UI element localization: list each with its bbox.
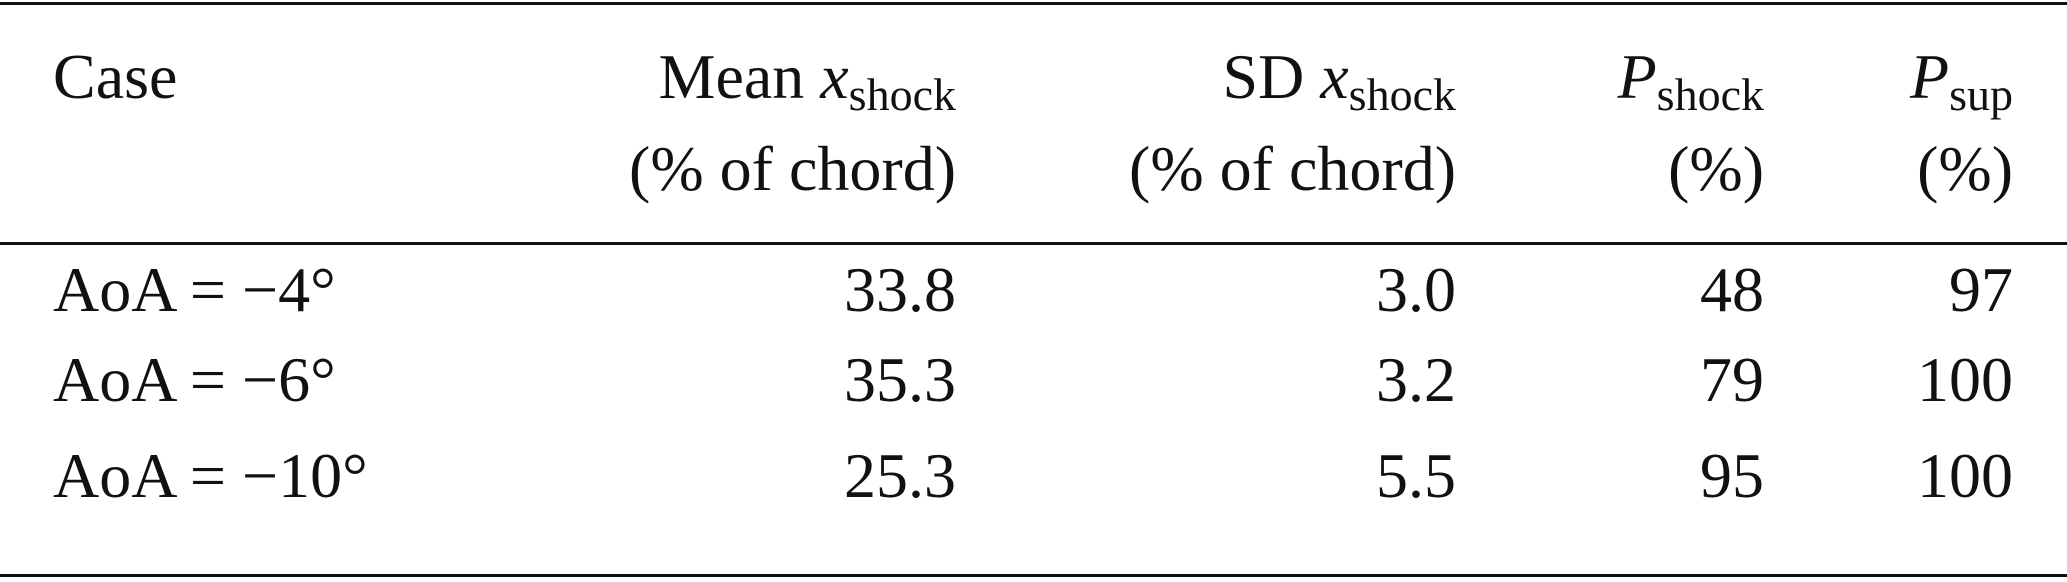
table-value: 97 xyxy=(1949,254,2013,325)
row-label: AoA = −4° xyxy=(53,254,336,325)
header-cell: Mean xshock xyxy=(659,45,956,118)
header-cell: Psup xyxy=(1910,45,2013,118)
row-label: AoA = −10° xyxy=(53,440,368,511)
header-rule xyxy=(0,242,2067,245)
header-cell: SD xshock xyxy=(1222,45,1456,118)
header-subscript: shock xyxy=(848,69,956,120)
table-value: 100 xyxy=(1917,344,2013,415)
bottom-rule xyxy=(0,574,2067,577)
header-unit: (% of chord) xyxy=(629,133,956,204)
table-value: 48 xyxy=(1700,254,1764,325)
header-subscript: sup xyxy=(1949,69,2013,120)
header-symbol: P xyxy=(1910,41,1950,112)
header-unit: (%) xyxy=(1917,133,2013,204)
header-symbol: x xyxy=(820,41,849,112)
table-value: 79 xyxy=(1700,344,1764,415)
table-value: 25.3 xyxy=(844,440,956,511)
table-value: 95 xyxy=(1700,440,1764,511)
header-symbol: x xyxy=(1320,41,1349,112)
header-symbol: P xyxy=(1617,41,1657,112)
row-label: AoA = −6° xyxy=(53,344,336,415)
table-value: 35.3 xyxy=(844,344,956,415)
header-subscript: shock xyxy=(1348,69,1456,120)
header-unit: (%) xyxy=(1668,133,1764,204)
header-prefix: Mean xyxy=(658,41,821,112)
top-rule xyxy=(0,2,2067,5)
table-value: 100 xyxy=(1917,440,2013,511)
table-value: 5.5 xyxy=(1376,440,1456,511)
table-value: 33.8 xyxy=(844,254,956,325)
table-value: 3.0 xyxy=(1376,254,1456,325)
table-value: 3.2 xyxy=(1376,344,1456,415)
header-cell: Pshock xyxy=(1618,45,1764,118)
header-subscript: shock xyxy=(1656,69,1764,120)
header-unit: (% of chord) xyxy=(1129,133,1456,204)
header-cell: Case xyxy=(53,41,178,112)
header-prefix: SD xyxy=(1222,41,1321,112)
